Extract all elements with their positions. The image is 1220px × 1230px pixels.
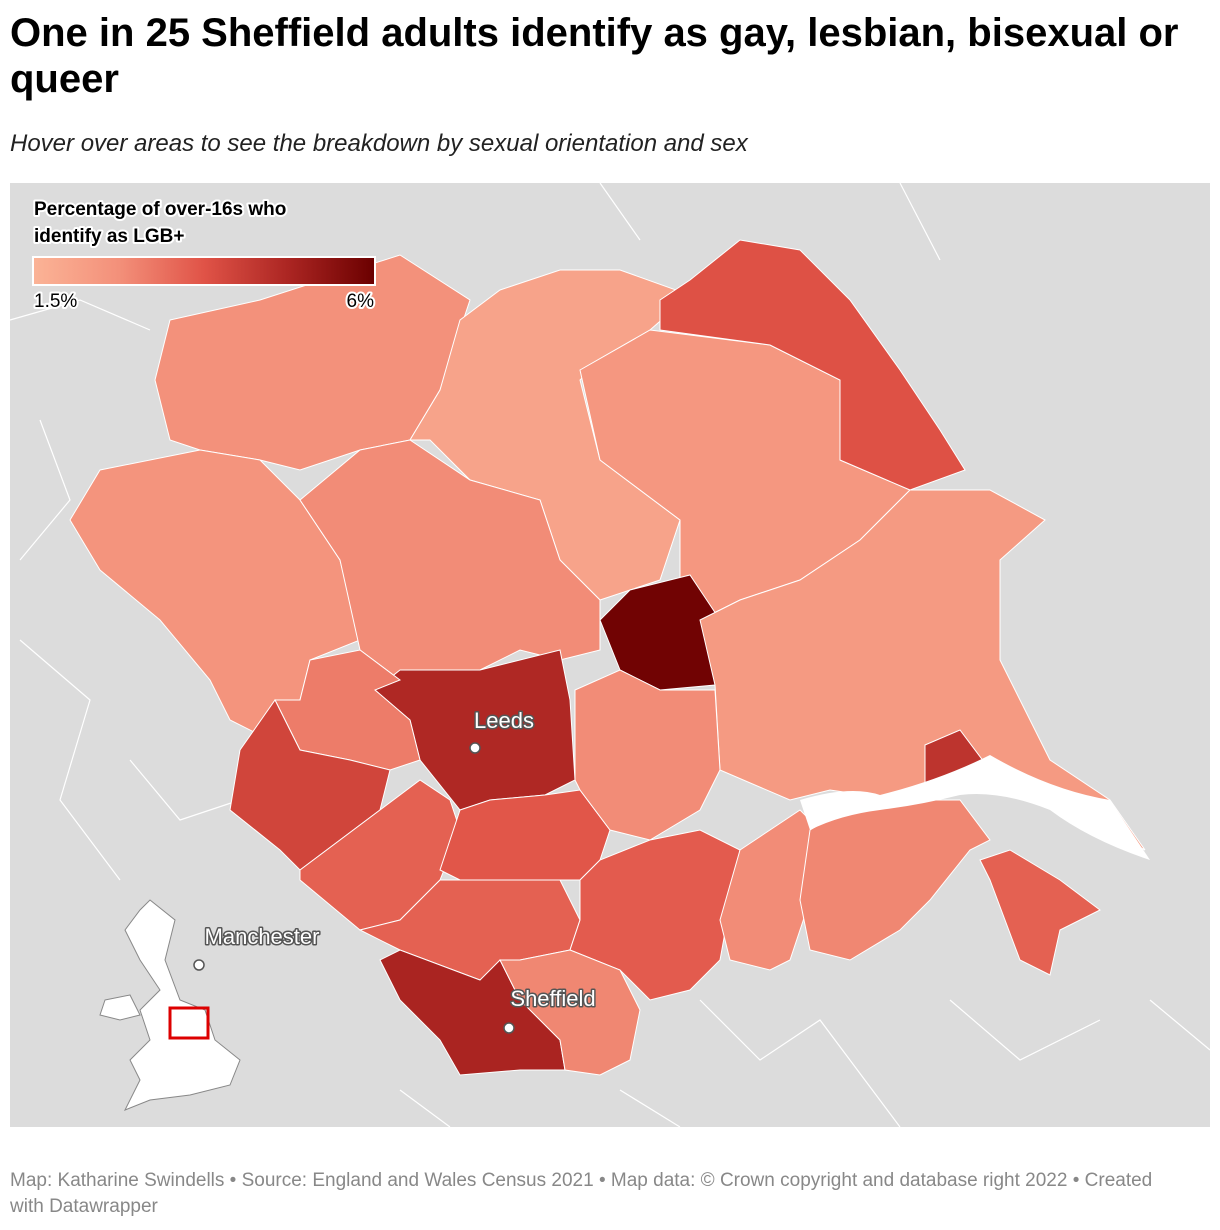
legend-gradient: [34, 258, 374, 284]
city-label: Manchester: [205, 924, 320, 949]
legend-max-label: 6%: [347, 291, 375, 312]
city-dot: [193, 959, 205, 971]
region: [569, 829, 741, 1001]
city-dot: [503, 1022, 515, 1034]
title: One in 25 Sheffield adults identify as g…: [10, 11, 1179, 101]
uk-inset: [99, 899, 241, 1111]
legend-title: Percentage of over-16s who identify as LG…: [34, 199, 286, 247]
city-label: Sheffield: [510, 986, 595, 1011]
boundaries: [9, 182, 1211, 1128]
region: [499, 949, 641, 1076]
legend-min-label: 1.5%: [34, 291, 77, 312]
region: [574, 669, 721, 841]
regions: [69, 239, 1146, 1076]
footer: Map: Katharine Swindells • Source: Engla…: [10, 1170, 1153, 1217]
map: Leeds Sheffield Manchester Percentage of o…: [9, 182, 1211, 1128]
region: [229, 699, 391, 871]
region: [659, 239, 966, 491]
city-label: Leeds: [474, 708, 534, 733]
subtitle: Hover over areas to see the breakdown by…: [10, 130, 748, 157]
humber-estuary: [800, 755, 1150, 860]
legend: Percentage of over-16s who identify as LG…: [32, 197, 376, 314]
region: [979, 849, 1101, 976]
city-dot: [469, 742, 481, 754]
